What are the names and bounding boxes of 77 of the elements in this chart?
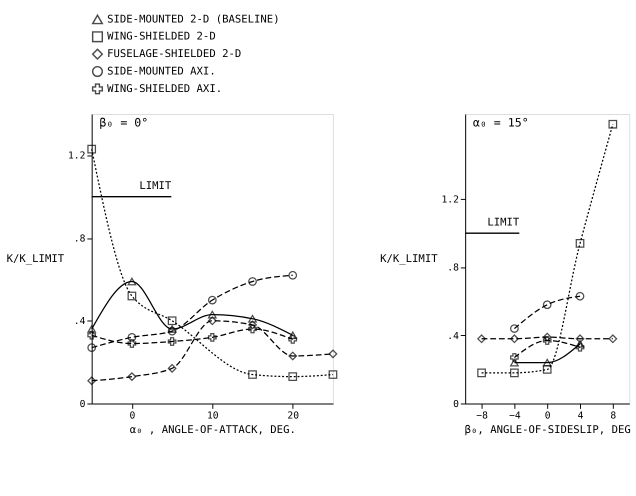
point: [87, 343, 96, 352]
point: [208, 316, 217, 326]
annotation: α₀ = 15°: [472, 116, 529, 130]
y-tick-label: 0: [80, 398, 86, 410]
x-tick-label: −8: [476, 410, 488, 422]
y-tick-label: .8: [447, 262, 460, 274]
point: [608, 334, 618, 344]
point: [576, 342, 584, 352]
point: [576, 292, 584, 301]
legend-label: WING-SHIELDED 2-D: [107, 30, 216, 43]
y-tick-label: .8: [74, 233, 86, 244]
point: [128, 332, 136, 342]
point: [328, 350, 338, 358]
point: [208, 310, 217, 318]
point: [248, 320, 257, 330]
x-axis-title: α₀ , ANGLE-OF-ATTACK, DEG.: [130, 422, 296, 436]
y-tick-label: 1.2: [441, 194, 459, 206]
point: [288, 331, 298, 340]
point: [168, 325, 176, 333]
y-axis-title: K/K_LIMIT: [380, 252, 438, 266]
point: [128, 372, 136, 381]
x-tick-label: 4: [578, 410, 584, 422]
point: [128, 278, 136, 286]
point: [608, 120, 618, 129]
y-axis-title: K/K_LIMIT: [6, 252, 65, 266]
point: [542, 300, 552, 310]
point: [510, 368, 519, 378]
x-tick-label: 8: [610, 410, 616, 422]
point: [288, 335, 298, 344]
legend-label: SIDE-MOUNTED 2-D (BASELINE): [107, 12, 280, 26]
point: [288, 352, 298, 360]
point: [87, 325, 96, 333]
x-tick-label: 0: [129, 410, 136, 422]
y-tick-label: .4: [447, 330, 460, 342]
point: [128, 339, 136, 348]
point: [477, 368, 486, 378]
point: [87, 330, 96, 340]
annotation: β₀ = 0°: [99, 116, 148, 130]
point: [576, 334, 584, 344]
point: [542, 358, 552, 366]
point: [87, 144, 96, 154]
legend-label: FUSELAGE-SHIELDED 2-D: [107, 47, 242, 60]
point: [542, 336, 552, 345]
legend-label: WING-SHIELDED AXI.: [107, 82, 222, 95]
point: [128, 292, 136, 300]
point: [510, 334, 519, 344]
point: [542, 365, 552, 374]
point: [288, 270, 298, 280]
y-tick-label: 1.2: [68, 150, 86, 162]
x-axis-title: β₀, ANGLE-OF-SIDESLIP, DEG: [464, 422, 631, 436]
point: [248, 314, 257, 323]
point: [477, 334, 486, 344]
x-tick-label: 10: [207, 410, 219, 422]
point: [576, 239, 584, 248]
legend-label: SIDE-MOUNTED AXI.: [107, 64, 216, 78]
point: [208, 296, 217, 304]
point: [248, 370, 257, 379]
point: [328, 370, 338, 379]
y-tick-label: 0: [453, 398, 460, 410]
point: [168, 337, 176, 346]
point: [168, 326, 176, 336]
point: [248, 277, 257, 286]
point: [510, 324, 519, 333]
point: [208, 332, 217, 342]
point: [248, 324, 257, 334]
ref-line-label: LIMIT: [487, 215, 520, 228]
point: [510, 358, 519, 366]
x-tick-label: −4: [509, 410, 521, 422]
point: [168, 364, 176, 373]
point: [168, 316, 176, 326]
x-tick-label: 20: [287, 410, 300, 422]
x-tick-label: 0: [544, 410, 551, 422]
point: [510, 353, 519, 362]
point: [576, 340, 584, 348]
ref-line-label: LIMIT: [139, 178, 172, 192]
point: [288, 372, 298, 381]
y-tick-label: .4: [74, 316, 86, 328]
